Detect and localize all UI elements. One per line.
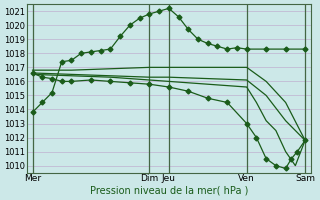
X-axis label: Pression niveau de la mer( hPa ): Pression niveau de la mer( hPa )	[90, 186, 248, 196]
